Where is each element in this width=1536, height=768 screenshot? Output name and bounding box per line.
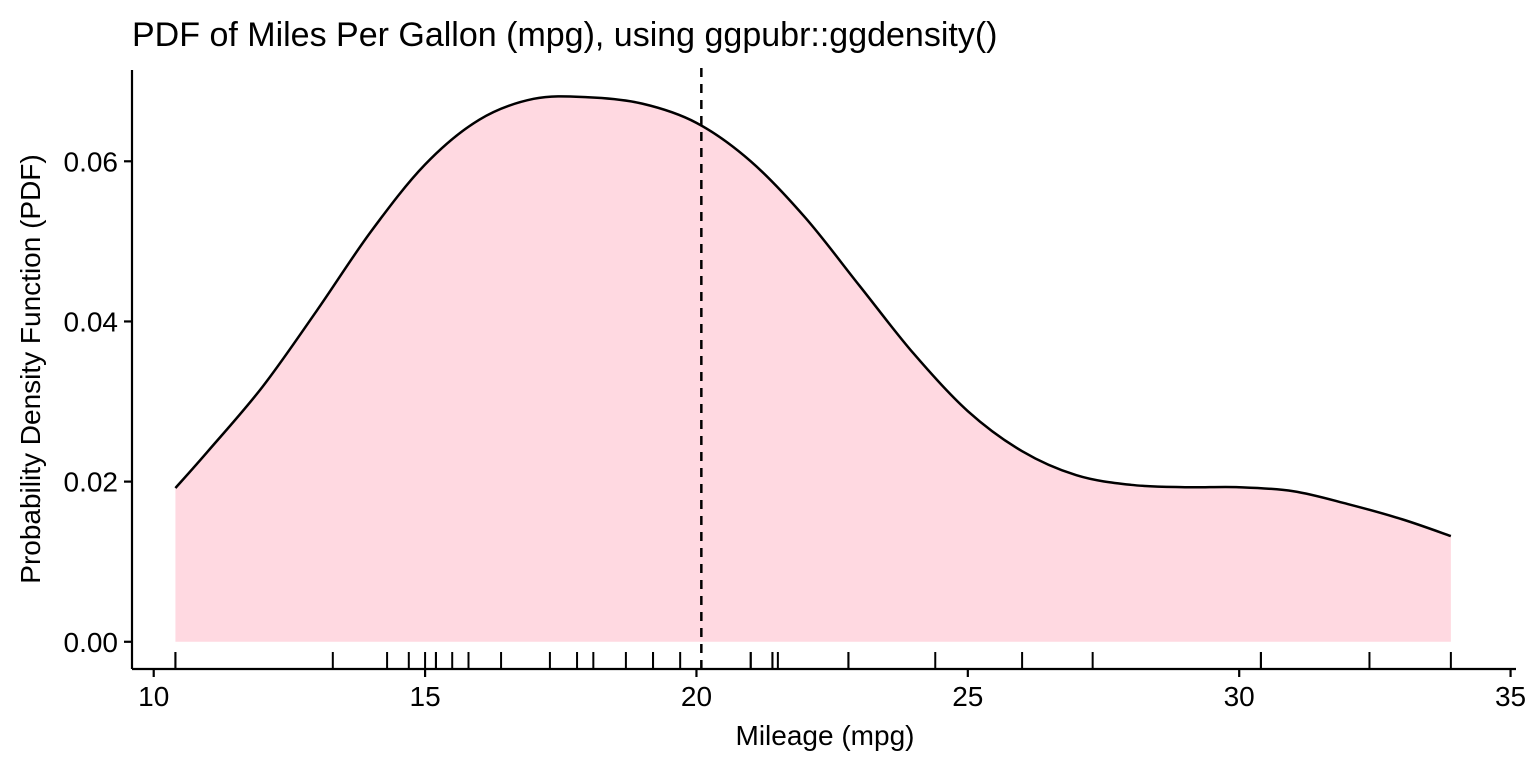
chart-title: PDF of Miles Per Gallon (mpg), using ggp…: [132, 16, 997, 54]
x-axis-ticks: 10 15 20 25 30 35: [138, 669, 1526, 712]
y-tick-label: 0.06: [64, 146, 119, 177]
y-tick-label: 0.02: [64, 467, 119, 498]
plot-area: [174, 68, 1452, 669]
x-tick-label: 15: [410, 681, 441, 712]
x-axis-title: Mileage (mpg): [736, 720, 915, 751]
x-tick-label: 35: [1495, 681, 1526, 712]
x-tick-label: 30: [1224, 681, 1255, 712]
y-axis-ticks: 0.00 0.02 0.04 0.06: [64, 146, 132, 658]
density-curve: [174, 95, 1452, 538]
y-tick-label: 0.00: [64, 627, 119, 658]
x-tick-label: 10: [138, 681, 169, 712]
x-tick-label: 20: [681, 681, 712, 712]
y-axis-title: Probability Density Function (PDF): [15, 154, 46, 583]
y-tick-label: 0.04: [64, 306, 119, 337]
density-area: [175, 96, 1451, 642]
x-tick-label: 25: [952, 681, 983, 712]
rug-marks: [174, 652, 1452, 669]
